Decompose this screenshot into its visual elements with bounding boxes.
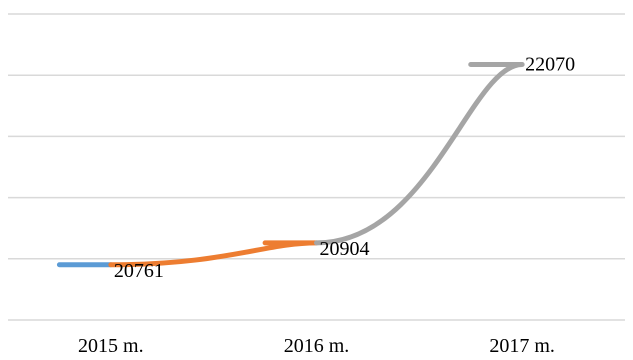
x-axis-ticks: 2015 m. 2016 m. 2017 m. xyxy=(78,335,555,357)
gridlines xyxy=(8,13,625,321)
x-tick-label: 2016 m. xyxy=(284,335,350,357)
x-tick-label: 2017 m. xyxy=(489,335,555,357)
x-tick-label: 2015 m. xyxy=(78,335,144,357)
series-lines xyxy=(56,61,525,268)
data-labels: 20761 20904 22070 xyxy=(114,53,575,281)
data-label: 20904 xyxy=(320,238,370,260)
series-line-2 xyxy=(108,240,319,268)
data-label: 20761 xyxy=(114,260,164,282)
data-label: 22070 xyxy=(525,53,575,75)
series-line-3 xyxy=(314,61,525,246)
